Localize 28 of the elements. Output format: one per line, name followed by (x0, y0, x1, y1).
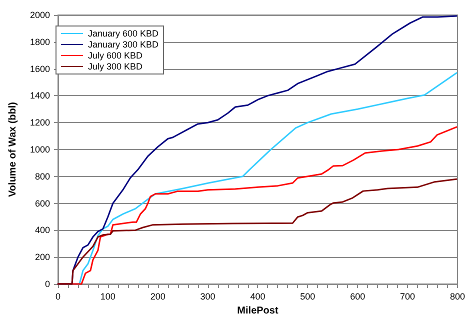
x-tick-label: 800 (450, 292, 466, 302)
y-tick-label: 400 (34, 225, 50, 236)
y-axis-title: Volume of Wax (bbl) (8, 102, 18, 197)
y-tick-label: 1800 (30, 36, 50, 47)
x-tick-label: 500 (300, 292, 316, 302)
line-series (57, 15, 458, 285)
legend-label: July 600 KBD (88, 50, 144, 60)
x-tick-label: 300 (200, 292, 216, 302)
line-series (57, 178, 458, 285)
legend-label: July 300 KBD (88, 62, 144, 72)
x-tick-label: 700 (400, 292, 416, 302)
x-tick-label: 200 (150, 292, 166, 302)
y-tick-label: 1200 (30, 118, 50, 128)
x-tick-label: 0 (55, 292, 61, 302)
x-axis-title: MilePost (237, 306, 279, 316)
y-tick-label: 1000 (30, 144, 50, 154)
legend-label: January 600 KBD (88, 28, 160, 38)
y-tick-label: 1600 (30, 64, 50, 74)
y-tick-label: 800 (34, 171, 50, 182)
y-tick-label: 0 (44, 279, 50, 289)
x-tick-label: 600 (350, 292, 366, 302)
x-tick-label: 100 (100, 292, 116, 302)
y-tick-label: 2000 (30, 10, 50, 20)
x-tick-label: 400 (250, 292, 266, 302)
y-tick-label: 1400 (30, 90, 50, 101)
legend-label: January 300 KBD (88, 40, 160, 50)
y-tick-label: 200 (34, 252, 50, 262)
y-tick-label: 600 (34, 198, 50, 208)
